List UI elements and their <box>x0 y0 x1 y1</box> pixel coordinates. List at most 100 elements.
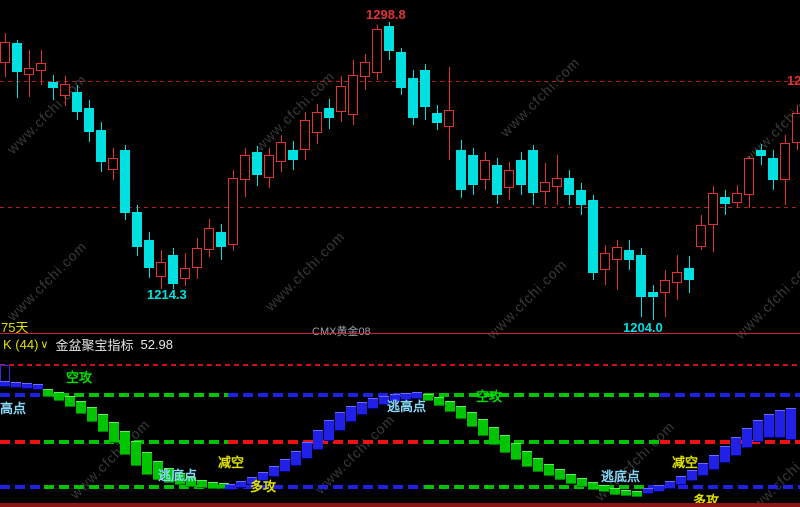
indicator-square <box>225 484 235 490</box>
indicator-square <box>720 446 730 463</box>
indicator-dashed-line <box>44 485 228 489</box>
candle <box>132 212 142 247</box>
candle <box>444 110 454 127</box>
indicator-square <box>731 437 741 456</box>
candle <box>732 193 742 203</box>
candle <box>660 280 670 293</box>
candle <box>576 190 586 205</box>
candle <box>636 255 646 297</box>
candle <box>564 178 574 195</box>
candle <box>744 158 754 195</box>
indicator-square <box>164 468 174 483</box>
indicator-square <box>412 392 422 399</box>
signal-label: 逃底点 <box>601 469 641 484</box>
indicator-square <box>467 412 477 427</box>
indicator-square <box>599 485 609 492</box>
indicator-square <box>11 382 21 388</box>
candle <box>516 160 526 185</box>
indicator-square <box>65 396 75 407</box>
indicator-square <box>219 483 229 489</box>
indicator-square <box>544 464 554 476</box>
indicator-square <box>456 406 466 419</box>
candle <box>240 155 250 180</box>
watermark: www.cfchi.com <box>483 256 570 342</box>
price-label: 12 <box>787 73 800 88</box>
candle <box>456 150 466 190</box>
price-label: 1214.3 <box>147 287 187 302</box>
candle <box>228 178 238 245</box>
candle <box>360 62 370 77</box>
indicator-dashed-line <box>228 485 424 489</box>
indicator-square <box>390 394 400 402</box>
indicator-square <box>208 482 218 489</box>
candle <box>480 160 490 180</box>
indicator-dashed-line <box>424 393 660 397</box>
indicator-dashed-line <box>648 485 800 489</box>
candle <box>552 178 562 187</box>
candle <box>324 108 334 118</box>
indicator-square <box>577 478 587 487</box>
period-label[interactable]: 75天 <box>1 320 29 335</box>
candle <box>504 170 514 188</box>
candle <box>780 143 790 180</box>
candle-wick <box>617 240 618 290</box>
candle <box>264 155 274 178</box>
indicator-title[interactable]: 金盆聚宝指标 <box>55 337 134 353</box>
candle <box>672 272 682 283</box>
panel-separator <box>0 333 800 334</box>
signal-label: 空攻 <box>476 389 503 404</box>
indicator-dashed-line <box>424 440 660 444</box>
signal-label: 减空 <box>218 455 245 470</box>
signal-label: 减空 <box>672 455 699 470</box>
candle <box>648 292 658 297</box>
indicator-dashed-line <box>0 364 800 366</box>
indicator-square <box>236 481 246 488</box>
candle <box>108 158 118 170</box>
candle <box>600 253 610 270</box>
candle <box>204 228 214 250</box>
signal-label: 逃底点 <box>158 468 198 483</box>
watermark: www.cfchi.com <box>496 54 583 140</box>
watermark: www.cfchi.com <box>739 81 800 167</box>
indicator-square <box>445 401 455 412</box>
indicator-dashed-line <box>228 440 424 444</box>
candle <box>792 113 800 143</box>
indicator-square <box>764 414 774 438</box>
candle <box>180 268 190 279</box>
candle <box>48 82 58 88</box>
candle <box>0 42 10 63</box>
indicator-square <box>313 430 323 450</box>
indicator-square <box>324 420 334 441</box>
indicator-square <box>54 392 64 401</box>
k-period-dropdown[interactable]: K (44) ∨ <box>3 337 48 352</box>
candle <box>540 182 550 192</box>
indicator-square <box>632 491 642 497</box>
candle <box>72 92 82 112</box>
indicator-square <box>98 414 108 432</box>
indicator-dashed-line <box>660 440 800 444</box>
indicator-square <box>533 458 543 472</box>
candle <box>420 70 430 107</box>
indicator-square <box>643 488 653 494</box>
indicator-square <box>775 410 785 438</box>
indicator-square <box>109 422 119 443</box>
indicator-square <box>522 451 532 467</box>
indicator-square <box>335 412 345 431</box>
indicator-square <box>33 384 43 390</box>
candle <box>252 152 262 175</box>
candle <box>144 240 154 268</box>
indicator-square <box>434 397 444 406</box>
indicator-dashed-line <box>228 393 424 397</box>
candle <box>36 63 46 71</box>
candle <box>708 193 718 225</box>
indicator-square <box>258 472 268 481</box>
price-label: 1298.8 <box>366 7 406 22</box>
indicator-square <box>197 480 207 488</box>
candle <box>288 150 298 160</box>
candle <box>528 150 538 193</box>
indicator-dashed-line <box>0 393 44 397</box>
dashed-gridline <box>0 207 800 208</box>
candle <box>168 255 178 284</box>
indicator-square <box>665 481 675 489</box>
